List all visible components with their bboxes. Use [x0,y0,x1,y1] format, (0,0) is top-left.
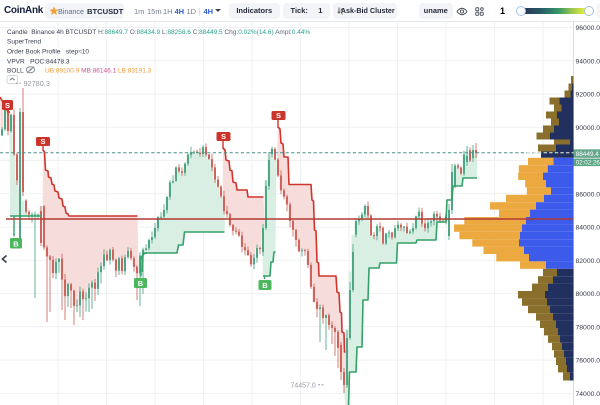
svg-text:B: B [262,281,268,290]
svg-text:82000.0: 82000.0 [576,258,600,265]
svg-text:VPVR POC:84478.3: VPVR POC:84478.3 [7,58,70,65]
svg-text:88449.4: 88449.4 [576,151,600,158]
svg-text:92000.0: 92000.0 [576,92,600,99]
svg-text:SuperTrend: SuperTrend [7,39,41,46]
svg-text:02:02:26: 02:02:26 [576,159,600,166]
svg-text:S: S [40,137,45,146]
svg-text:B: B [138,279,144,288]
svg-text:S: S [276,111,281,120]
svg-text:S: S [5,101,10,110]
svg-text:84000.0: 84000.0 [576,225,600,232]
svg-text:86000.0: 86000.0 [576,191,600,198]
svg-text:94000.0: 94000.0 [576,58,600,65]
svg-text:90000.0: 90000.0 [576,125,600,132]
svg-text:BOLL: BOLL [7,67,24,74]
svg-text:78000.0: 78000.0 [576,324,600,331]
svg-text:80000.0: 80000.0 [576,291,600,298]
svg-text:S: S [221,132,226,141]
svg-text:B: B [13,240,19,249]
svg-text:Candle Binance 4h BTCUSDT H:8: Candle Binance 4h BTCUSDT H:88649.7 O:88… [7,29,310,36]
svg-text:76000.0: 76000.0 [576,358,600,365]
svg-text:96000.0: 96000.0 [576,25,600,32]
svg-text:Order Book Profile step≈10: Order Book Profile step≈10 [7,49,89,56]
svg-text:92780.3: 92780.3 [24,79,50,88]
svg-text:74457.0: 74457.0 [291,382,316,389]
svg-text:74000.0: 74000.0 [576,391,600,398]
svg-text:UB:89100.9 MB:86146.1 LB:83191: UB:89100.9 MB:86146.1 LB:83191.3 [45,67,152,74]
